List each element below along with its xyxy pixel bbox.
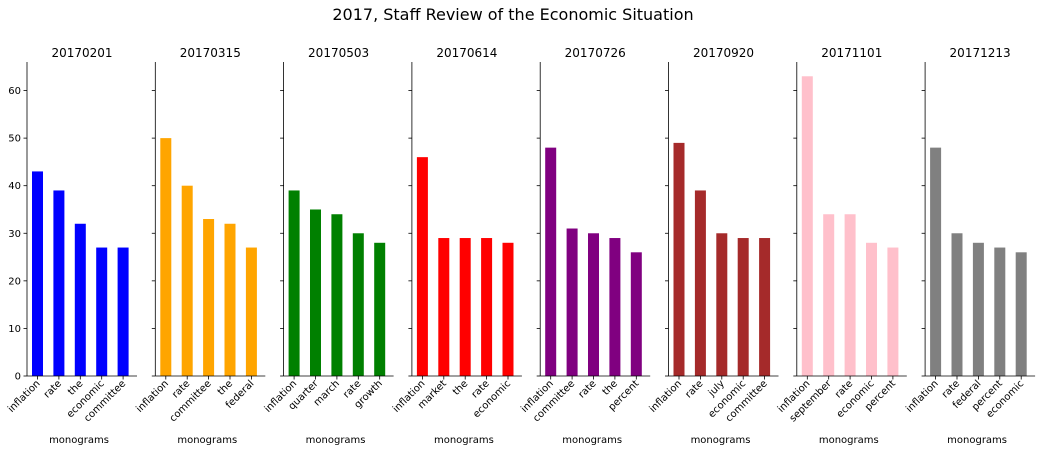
x-axis-label: monograms <box>691 435 751 446</box>
bar-economic <box>502 242 514 376</box>
bar-percent <box>887 247 899 376</box>
bar-percent <box>994 247 1006 376</box>
bar-committee <box>203 219 215 376</box>
bar-inflation <box>32 171 43 376</box>
x-tick-label: rate <box>683 378 705 400</box>
x-axis-label: monograms <box>562 435 622 446</box>
x-tick-label: inflation <box>6 378 43 415</box>
bar-economic <box>1015 252 1027 376</box>
bar-the <box>224 223 236 376</box>
y-tick-label: 50 <box>8 134 21 145</box>
bar-the <box>459 238 471 376</box>
x-axis-label: monograms <box>177 435 237 446</box>
x-tick-label: inflation <box>648 378 685 415</box>
bar-economic <box>866 242 877 376</box>
bar-rate <box>352 233 364 376</box>
bar-economic <box>96 247 108 376</box>
y-tick-label: 30 <box>8 229 21 240</box>
subplot-title: 20171101 <box>821 46 882 60</box>
subplot-title: 20171213 <box>950 46 1011 60</box>
y-tick-label: 0 <box>15 372 21 383</box>
bar-rate <box>481 238 493 376</box>
bar-committee <box>759 238 771 376</box>
subplot-title: 20170726 <box>565 46 626 60</box>
subplot-title: 20170614 <box>436 46 497 60</box>
x-tick-label: the <box>451 378 470 397</box>
bar-federal <box>972 242 984 376</box>
bar-federal <box>245 247 257 376</box>
x-tick-label: inflation <box>134 378 171 415</box>
bar-rate <box>53 190 65 376</box>
bar-rate <box>951 233 963 376</box>
bar-inflation <box>288 190 300 376</box>
bar-committee <box>117 247 129 376</box>
x-tick-label: inflation <box>904 378 941 415</box>
bar-rate <box>844 214 856 376</box>
x-axis-label: monograms <box>306 435 366 446</box>
bar-the <box>74 223 86 376</box>
bar-inflation <box>160 138 172 376</box>
bar-march <box>331 214 343 376</box>
bar-rate <box>694 190 706 376</box>
y-tick-label: 20 <box>8 276 21 287</box>
bar-inflation <box>416 157 428 376</box>
subplot-title: 20170201 <box>51 46 112 60</box>
y-tick-label: 10 <box>8 324 21 335</box>
bar-inflation <box>801 76 813 376</box>
bar-market <box>438 238 450 376</box>
x-axis-label: monograms <box>49 435 109 446</box>
bar-quarter <box>310 209 321 376</box>
bar-inflation <box>673 142 685 376</box>
bar-economic <box>737 238 749 376</box>
subplot-title: 20170920 <box>693 46 754 60</box>
x-axis-label: monograms <box>947 435 1007 446</box>
figure-title: 2017, Staff Review of the Economic Situa… <box>332 5 693 24</box>
bar-september <box>823 214 835 376</box>
x-tick-label: rate <box>42 378 64 400</box>
subplot-title: 20170315 <box>180 46 241 60</box>
bar-july <box>716 233 728 376</box>
bar-growth <box>374 242 386 376</box>
bar-the <box>609 238 621 376</box>
bar-inflation <box>930 147 942 376</box>
bar-inflation <box>545 147 557 376</box>
x-axis-label: monograms <box>819 435 879 446</box>
y-tick-label: 60 <box>8 86 21 97</box>
subplot-title: 20170503 <box>308 46 369 60</box>
bar-rate <box>588 233 599 376</box>
x-tick-label: rate <box>576 378 598 400</box>
bar-percent <box>630 252 642 376</box>
bar-committee <box>566 228 578 376</box>
bar-rate <box>181 185 193 376</box>
x-axis-label: monograms <box>434 435 494 446</box>
y-tick-label: 40 <box>8 181 21 192</box>
